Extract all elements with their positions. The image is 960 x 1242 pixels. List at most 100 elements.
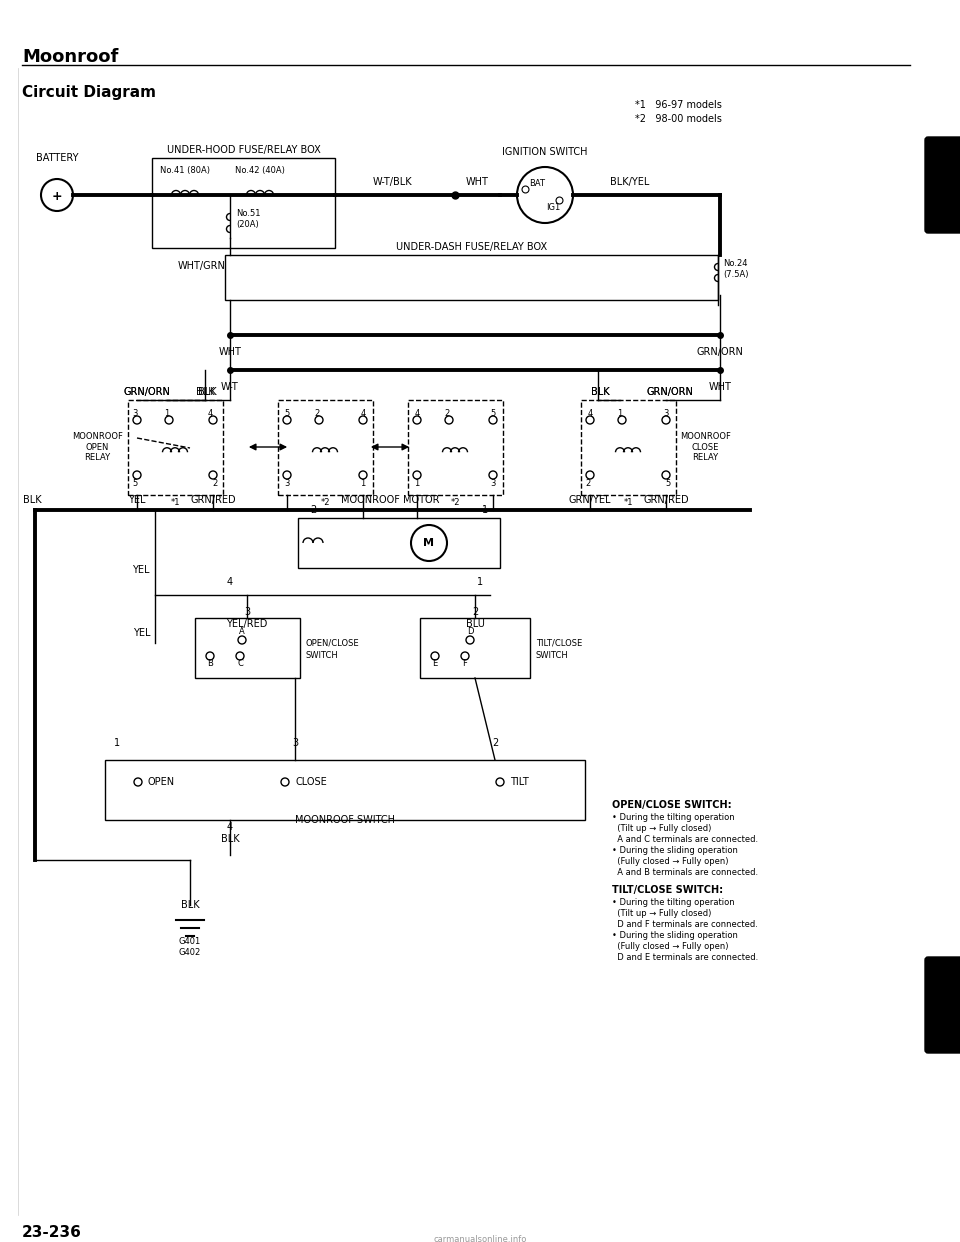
Text: 5: 5 [491,409,495,417]
Text: 1: 1 [415,478,420,488]
FancyBboxPatch shape [925,958,960,1053]
Text: D and E terminals are connected.: D and E terminals are connected. [612,953,758,963]
Text: C: C [237,658,243,667]
Text: GRN/RED: GRN/RED [643,496,689,505]
Text: 2: 2 [586,478,590,488]
Text: BLK: BLK [180,900,200,910]
Text: WHT: WHT [708,383,732,392]
Text: No.41 (80A): No.41 (80A) [160,166,210,175]
Text: 2: 2 [310,505,316,515]
Text: Moonroof: Moonroof [22,48,118,66]
Text: W-T: W-T [221,383,239,392]
Text: GRN/ORN: GRN/ORN [124,388,171,397]
Text: *2: *2 [450,498,460,507]
Text: • During the tilting operation: • During the tilting operation [612,898,734,907]
Text: A and B terminals are connected.: A and B terminals are connected. [612,868,758,877]
Text: BLK/YEL: BLK/YEL [611,178,650,188]
Text: MOONROOF
CLOSE
RELAY: MOONROOF CLOSE RELAY [680,432,731,462]
Text: WHT: WHT [219,347,241,356]
Bar [581,400,676,496]
Text: BAT: BAT [529,179,545,188]
Text: BLK: BLK [590,388,610,397]
Text: (Fully closed → Fully open): (Fully closed → Fully open) [612,941,729,951]
Text: MOONROOF SWITCH: MOONROOF SWITCH [295,815,395,825]
Text: 1: 1 [482,505,488,515]
Text: 2: 2 [314,409,320,417]
Bar [195,619,300,678]
Text: A and C terminals are connected.: A and C terminals are connected. [612,835,758,845]
Text: G401: G401 [179,936,202,946]
Text: YEL: YEL [133,628,151,638]
Text: Circuit Diagram: Circuit Diagram [22,84,156,101]
Text: 4: 4 [207,409,212,417]
Text: (Tilt up → Fully closed): (Tilt up → Fully closed) [612,909,711,918]
Bar [105,760,585,820]
Bar [298,518,500,568]
Text: (Tilt up → Fully closed): (Tilt up → Fully closed) [612,823,711,833]
Text: TILT/CLOSE: TILT/CLOSE [536,638,583,647]
Text: B: B [207,658,213,667]
Text: 4: 4 [227,822,233,832]
Text: 1: 1 [164,409,170,417]
Text: W-T/BLK: W-T/BLK [372,178,412,188]
Text: • During the sliding operation: • During the sliding operation [612,932,738,940]
Text: UNDER-DASH FUSE/RELAY BOX: UNDER-DASH FUSE/RELAY BOX [396,242,547,252]
Text: No.24: No.24 [723,258,748,267]
Text: BLK: BLK [198,388,216,397]
Text: GRN/ORN: GRN/ORN [124,388,171,397]
Text: BLK: BLK [221,833,239,845]
Text: 3: 3 [663,409,669,417]
Text: *2: *2 [321,498,329,507]
Text: 4: 4 [227,578,233,587]
Text: YEL: YEL [129,496,146,505]
Bar [225,255,718,301]
Text: BLK: BLK [23,496,41,505]
Text: G402: G402 [179,948,202,958]
Text: 4: 4 [588,409,592,417]
Text: UNDER-HOOD FUSE/RELAY BOX: UNDER-HOOD FUSE/RELAY BOX [167,145,321,155]
Text: WHT/GRN: WHT/GRN [179,261,226,271]
Text: TILT: TILT [510,777,529,787]
Text: MOONROOF MOTOR: MOONROOF MOTOR [341,496,440,505]
Bar [420,619,530,678]
Bar [128,400,223,496]
Text: *1: *1 [623,498,633,507]
Text: 1: 1 [477,578,483,587]
Text: TILT/CLOSE SWITCH:: TILT/CLOSE SWITCH: [612,886,723,895]
Text: BATTERY: BATTERY [36,153,79,163]
Text: YEL/RED: YEL/RED [227,619,268,628]
Text: 4: 4 [360,409,366,417]
Text: (7.5A): (7.5A) [723,271,749,279]
Text: 1: 1 [617,409,623,417]
Text: A: A [239,627,245,636]
Bar [408,400,503,496]
Text: BLK: BLK [590,388,610,397]
Text: 1: 1 [360,478,366,488]
Text: MOONROOF
OPEN
RELAY: MOONROOF OPEN RELAY [72,432,123,462]
Text: IG1: IG1 [546,202,560,211]
Text: 3: 3 [244,607,250,617]
Text: SWITCH: SWITCH [306,651,339,660]
Text: OPEN: OPEN [148,777,175,787]
FancyBboxPatch shape [925,137,960,233]
Text: F: F [463,658,468,667]
Text: 3: 3 [491,478,495,488]
Text: M: M [423,538,435,548]
Text: GRN/RED: GRN/RED [190,496,236,505]
Bar [152,158,335,248]
Text: 5: 5 [665,478,671,488]
Text: 2: 2 [472,607,478,617]
Text: carmanualsonline.info: carmanualsonline.info [433,1235,527,1242]
Text: *2   98-00 models: *2 98-00 models [635,114,722,124]
Text: IGNITION SWITCH: IGNITION SWITCH [502,147,588,156]
Text: 23-236: 23-236 [22,1225,82,1240]
Text: 3: 3 [292,738,298,748]
Text: GRN/ORN: GRN/ORN [647,388,693,397]
Text: 4: 4 [415,409,420,417]
Text: 2: 2 [444,409,449,417]
Text: 5: 5 [132,478,137,488]
Text: E: E [432,658,438,667]
Text: YEL: YEL [132,565,150,575]
Text: OPEN/CLOSE: OPEN/CLOSE [306,638,360,647]
Text: (Fully closed → Fully open): (Fully closed → Fully open) [612,857,729,866]
